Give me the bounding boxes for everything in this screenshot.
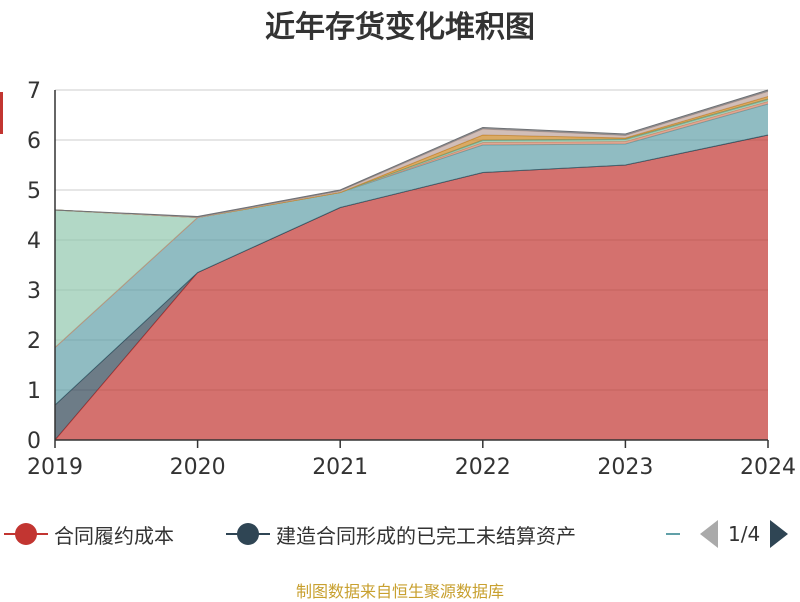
x-tick-label: 2019 [27, 455, 83, 480]
data-source-note: 制图数据来自恒生聚源数据库 [295, 582, 504, 601]
axes: 0 1 2 3 4 5 6 7 2019 2020 2021 2022 2023 2024 [27, 79, 796, 480]
y-axis-label-mark [0, 92, 3, 134]
x-tick-label: 2022 [455, 455, 511, 480]
legend-symbol-truncated [666, 533, 680, 535]
legend-item-construction-contract[interactable]: 建造合同形成的已完工未结算资产 [226, 518, 576, 550]
y-tick-label: 5 [27, 179, 41, 204]
y-tick-label: 1 [27, 379, 41, 404]
chevron-right-icon[interactable] [770, 520, 789, 548]
y-tick-label: 7 [27, 79, 41, 104]
area-series [54, 89, 769, 441]
y-tick-label: 3 [27, 279, 41, 304]
x-tick-label: 2020 [170, 455, 226, 480]
y-tick-label: 6 [27, 129, 41, 154]
area-series-0 [55, 135, 768, 440]
legend-label: 建造合同形成的已完工未结算资产 [276, 523, 576, 548]
legend-label: 合同履约成本 [54, 523, 174, 548]
legend-item-contract-cost[interactable]: 合同履约成本 [4, 518, 174, 550]
legend-item-truncated[interactable] [666, 518, 680, 550]
chart-title: 近年存货变化堆积图 [265, 10, 535, 45]
x-tick-label: 2023 [597, 455, 653, 480]
series-line-8 [54, 89, 769, 218]
y-tick-label: 0 [27, 429, 41, 454]
legend-pager: 1/4 [700, 518, 789, 550]
legend: 合同履约成本 建造合同形成的已完工未结算资产 [0, 518, 800, 550]
x-tick-label: 2021 [312, 455, 368, 480]
y-tick-label: 2 [27, 329, 41, 354]
y-tick-label: 4 [27, 229, 41, 254]
legend-symbol-construction-contract [226, 518, 270, 550]
x-tick-label: 2024 [740, 455, 796, 480]
legend-page-indicator: 1/4 [728, 522, 761, 546]
area-series-2 [55, 104, 768, 405]
legend-symbol-contract-cost [4, 518, 48, 550]
chevron-left-icon[interactable] [700, 520, 718, 548]
